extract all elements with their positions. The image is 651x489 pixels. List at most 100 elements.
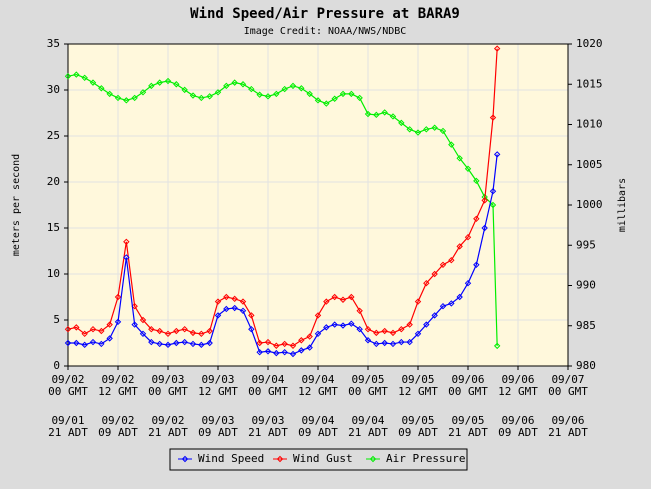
data-point bbox=[181, 325, 188, 333]
data-point bbox=[148, 338, 155, 346]
data-point bbox=[323, 324, 330, 331]
data-point bbox=[131, 321, 138, 328]
x-tick-label-adt: 09 ADT bbox=[98, 426, 138, 439]
data-point bbox=[356, 94, 363, 102]
x-tick-label-adt: 09/02 bbox=[151, 414, 184, 427]
data-point bbox=[423, 126, 430, 133]
data-point bbox=[164, 330, 172, 338]
data-point bbox=[431, 270, 438, 278]
data-point bbox=[98, 85, 105, 92]
x-tick-label: 00 GMT bbox=[548, 385, 588, 398]
data-point bbox=[64, 325, 72, 333]
data-point bbox=[348, 320, 355, 327]
data-point bbox=[114, 94, 122, 102]
data-point bbox=[364, 110, 372, 118]
x-tick-label-adt: 09/04 bbox=[351, 414, 384, 427]
data-point bbox=[423, 321, 430, 328]
series-line bbox=[68, 154, 498, 355]
x-tick-label-adt: 21 ADT bbox=[148, 426, 188, 439]
y-tick-label: 20 bbox=[47, 175, 60, 188]
data-point bbox=[281, 85, 288, 93]
data-point bbox=[148, 82, 155, 90]
y-axis-label: meters per second bbox=[11, 154, 22, 256]
x-tick-label: 09/06 bbox=[451, 373, 484, 386]
data-point bbox=[206, 93, 213, 100]
data-point bbox=[373, 111, 380, 119]
data-point bbox=[348, 293, 355, 301]
data-point bbox=[173, 81, 180, 88]
series-line bbox=[67, 73, 498, 346]
data-point bbox=[306, 90, 313, 98]
y-tick-label: 10 bbox=[47, 267, 60, 280]
data-point bbox=[98, 340, 105, 348]
y2-tick-label: 1015 bbox=[576, 77, 603, 90]
data-point bbox=[473, 215, 480, 223]
data-point bbox=[239, 81, 247, 88]
data-point bbox=[189, 340, 197, 348]
x-tick-label-adt: 09/02 bbox=[101, 414, 134, 427]
data-point bbox=[323, 100, 330, 107]
data-point bbox=[156, 79, 163, 86]
data-point bbox=[73, 339, 80, 347]
data-point bbox=[339, 90, 347, 98]
y2-tick-label: 985 bbox=[576, 319, 596, 332]
data-point bbox=[81, 74, 88, 82]
data-point bbox=[381, 109, 388, 116]
data-point bbox=[289, 350, 297, 358]
data-point bbox=[381, 339, 388, 347]
data-point bbox=[289, 82, 297, 90]
data-point bbox=[114, 293, 122, 301]
y-tick-label: 0 bbox=[53, 359, 60, 372]
data-point bbox=[239, 298, 247, 305]
x-tick-label: 00 GMT bbox=[48, 385, 88, 398]
chart-subtitle: Image Credit: NOAA/NWS/NDBC bbox=[244, 26, 407, 37]
y-tick-label: 25 bbox=[47, 129, 60, 142]
x-tick-label: 09/07 bbox=[551, 373, 584, 386]
data-point bbox=[264, 93, 272, 100]
data-point bbox=[423, 279, 430, 287]
data-point bbox=[298, 85, 305, 92]
data-point bbox=[131, 302, 138, 310]
data-point bbox=[223, 293, 230, 301]
data-point bbox=[314, 97, 322, 104]
data-point bbox=[431, 312, 438, 319]
x-tick-label-adt: 21 ADT bbox=[448, 426, 488, 439]
data-point bbox=[439, 302, 447, 310]
data-point bbox=[114, 318, 122, 326]
data-point bbox=[323, 298, 330, 305]
data-point bbox=[464, 279, 472, 287]
data-point bbox=[206, 339, 213, 347]
data-point bbox=[73, 324, 80, 331]
data-point bbox=[431, 124, 438, 131]
data-point bbox=[214, 312, 222, 319]
data-point bbox=[189, 92, 197, 99]
data-point bbox=[289, 342, 297, 349]
data-point bbox=[364, 337, 372, 344]
data-point bbox=[264, 348, 272, 355]
data-point bbox=[464, 165, 472, 172]
x-tick-label-adt: 09 ADT bbox=[198, 426, 238, 439]
data-point bbox=[173, 327, 180, 335]
x-tick-label-adt: 09 ADT bbox=[498, 426, 538, 439]
chart-title: Wind Speed/Air Pressure at BARA9 bbox=[190, 6, 460, 22]
data-point bbox=[273, 342, 280, 349]
data-point bbox=[156, 340, 163, 348]
data-point bbox=[456, 293, 463, 301]
data-point bbox=[298, 337, 305, 344]
x-tick-label: 12 GMT bbox=[198, 385, 238, 398]
data-point bbox=[148, 325, 155, 333]
data-point bbox=[339, 322, 347, 329]
x-tick-label-adt: 09/01 bbox=[51, 414, 84, 427]
legend-marker bbox=[369, 455, 377, 463]
data-point bbox=[123, 254, 130, 261]
data-point bbox=[414, 330, 422, 338]
data-point bbox=[389, 329, 397, 337]
plot-border bbox=[67, 43, 569, 367]
data-point bbox=[239, 307, 247, 315]
data-point bbox=[214, 298, 222, 305]
data-point bbox=[98, 327, 105, 335]
y2-tick-label: 1020 bbox=[576, 37, 603, 50]
data-point bbox=[381, 327, 388, 335]
y2-tick-label: 1010 bbox=[576, 118, 603, 131]
x-tick-label: 00 GMT bbox=[448, 385, 488, 398]
